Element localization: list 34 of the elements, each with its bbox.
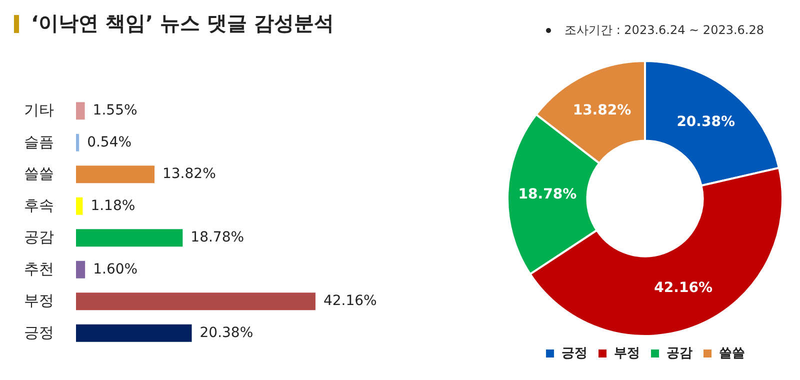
data-label: 1.55% <box>92 102 138 119</box>
text: 조사기간 : 2023.6.24 ~ 2023.6.28 <box>564 23 764 37</box>
bar <box>76 197 83 215</box>
data-label: 42.16% <box>323 293 377 310</box>
legend-label: 부정 <box>614 345 640 360</box>
bar <box>76 102 85 120</box>
data-label: 1.18% <box>90 198 136 214</box>
data-label: 42.16% <box>654 280 712 296</box>
data-label: 0.54% <box>87 134 132 150</box>
data-label: 18.78% <box>190 230 244 246</box>
y-tick-label: 슬픔 <box>24 134 54 151</box>
y-tick-label: 부정 <box>24 292 54 310</box>
y-tick-label: 기타 <box>24 102 54 120</box>
bar <box>76 324 192 342</box>
legend-label: 쓸쓸 <box>719 345 745 360</box>
data-label: 20.38% <box>200 324 254 341</box>
data-label: 1.60% <box>93 261 138 278</box>
data-label: 18.78% <box>518 186 577 202</box>
y-tick-label: 긍정 <box>24 324 54 342</box>
bar <box>76 166 154 184</box>
data-label: 13.82% <box>162 166 216 182</box>
legend-label: 긍정 <box>562 345 588 360</box>
data-label: 13.82% <box>572 102 632 119</box>
bar <box>76 229 183 247</box>
y-tick-label: 후속 <box>24 197 54 214</box>
data-label: 20.38% <box>676 114 736 130</box>
bar <box>76 260 86 278</box>
bar <box>76 292 316 310</box>
chart-title: ‘이낙연 책임’ 뉴스 댓글 감성분석 <box>31 10 334 37</box>
y-tick-label: 공감 <box>24 229 54 246</box>
y-tick-label: 쓸쓸 <box>24 166 54 183</box>
bar <box>76 134 80 152</box>
y-tick-label: 추천 <box>24 260 54 278</box>
legend-label: 공감 <box>666 345 692 360</box>
